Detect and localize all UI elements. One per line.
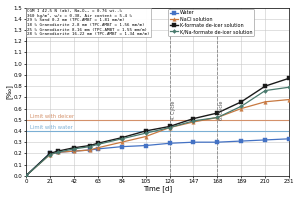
NaCl solution [56, 151, 60, 153]
Line: Water: Water [24, 137, 291, 178]
NaCl solution [287, 98, 291, 101]
K-formate de-icer solution [96, 142, 100, 145]
Water [88, 149, 92, 151]
K/Na-formate de-icer solution [56, 151, 60, 153]
K/Na-formate de-icer solution [287, 86, 291, 88]
NaCl solution [96, 147, 100, 149]
NaCl solution [120, 141, 124, 143]
Water [239, 140, 243, 142]
Text: CGM I 42.5 N (ab), Na₂Oₑₓ = 0.76 wt.-%
360 kg/m³, w/c = 0.38, Air content = 5.4 : CGM I 42.5 N (ab), Na₂Oₑₓ = 0.76 wt.-% 3… [27, 8, 150, 36]
Text: 6. Cycle: 6. Cycle [219, 100, 224, 120]
Line: K-formate de-icer solution: K-formate de-icer solution [24, 76, 291, 178]
K/Na-formate de-icer solution [72, 148, 76, 150]
K-formate de-icer solution [168, 125, 171, 128]
K-formate de-icer solution [216, 112, 219, 114]
Legend: Water, NaCl solution, K-formate de-icer solution, K/Na-formate de-icer solution: Water, NaCl solution, K-formate de-icer … [168, 9, 254, 36]
Water [72, 150, 76, 152]
K/Na-formate de-icer solution [88, 146, 92, 148]
NaCl solution [239, 107, 243, 110]
NaCl solution [48, 153, 52, 156]
X-axis label: Time [d]: Time [d] [143, 186, 172, 192]
K/Na-formate de-icer solution [216, 116, 219, 119]
K/Na-formate de-icer solution [144, 132, 147, 134]
NaCl solution [72, 150, 76, 152]
Y-axis label: [‰]: [‰] [6, 84, 12, 99]
K/Na-formate de-icer solution [48, 153, 52, 156]
Water [216, 141, 219, 143]
NaCl solution [24, 175, 28, 177]
K/Na-formate de-icer solution [192, 120, 195, 122]
NaCl solution [88, 149, 92, 151]
K/Na-formate de-icer solution [120, 138, 124, 140]
K-formate de-icer solution [24, 175, 28, 177]
Text: Limit with water: Limit with water [31, 125, 74, 130]
K-formate de-icer solution [144, 130, 147, 132]
NaCl solution [168, 126, 171, 129]
Water [287, 138, 291, 140]
NaCl solution [263, 101, 267, 103]
K-formate de-icer solution [192, 117, 195, 120]
Line: K/Na-formate de-icer solution: K/Na-formate de-icer solution [25, 86, 291, 177]
K/Na-formate de-icer solution [24, 175, 28, 177]
Text: 4. Cycle: 4. Cycle [171, 100, 176, 120]
K-formate de-icer solution [72, 147, 76, 149]
Text: Limit with deicer: Limit with deicer [31, 114, 75, 119]
NaCl solution [216, 116, 219, 119]
Water [48, 152, 52, 155]
Water [263, 139, 267, 141]
K-formate de-icer solution [287, 77, 291, 79]
NaCl solution [192, 121, 195, 123]
Water [168, 142, 171, 145]
Water [192, 141, 195, 143]
NaCl solution [144, 135, 147, 138]
K-formate de-icer solution [120, 136, 124, 139]
K-formate de-icer solution [239, 101, 243, 103]
Water [56, 151, 60, 153]
Water [96, 148, 100, 150]
K-formate de-icer solution [88, 144, 92, 147]
K/Na-formate de-icer solution [96, 143, 100, 146]
K-formate de-icer solution [48, 152, 52, 155]
Water [144, 144, 147, 147]
K-formate de-icer solution [263, 85, 267, 87]
K-formate de-icer solution [56, 150, 60, 152]
Water [24, 175, 28, 177]
Water [120, 146, 124, 148]
Line: NaCl solution: NaCl solution [24, 98, 291, 178]
K/Na-formate de-icer solution [168, 126, 171, 129]
K/Na-formate de-icer solution [263, 89, 267, 92]
K/Na-formate de-icer solution [239, 105, 243, 108]
